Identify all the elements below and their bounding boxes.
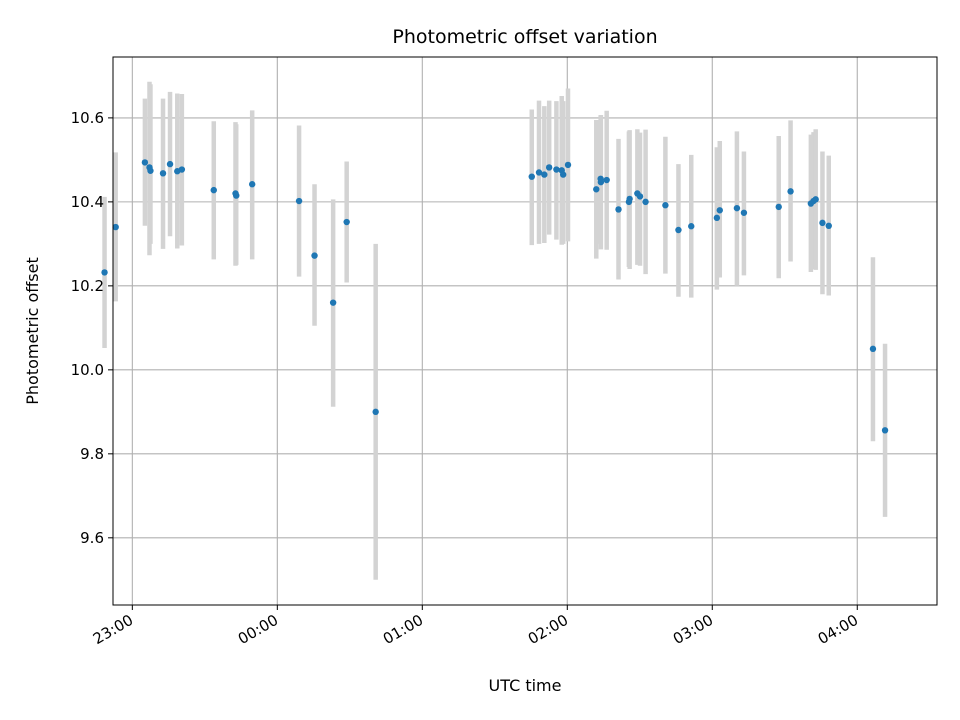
- grid: [113, 57, 937, 605]
- data-point: [545, 164, 553, 171]
- y-tick-label: 10.0: [71, 361, 104, 379]
- data-point: [372, 408, 379, 416]
- y-tick-label: 10.4: [71, 193, 104, 211]
- data-point: [615, 206, 622, 213]
- data-point: [564, 161, 572, 169]
- data-point: [642, 198, 649, 206]
- data-point: [166, 160, 174, 168]
- data-point: [159, 170, 167, 177]
- data-point: [869, 345, 877, 353]
- data-point: [101, 269, 108, 276]
- y-tick-label: 9.8: [80, 445, 104, 463]
- data-points: [101, 159, 889, 434]
- data-point: [675, 226, 682, 234]
- data-point: [178, 166, 186, 173]
- x-axis-label: UTC time: [489, 676, 562, 695]
- data-point: [295, 197, 303, 205]
- y-axis-ticks: 9.6 9.8 10.0 10.2 10.4 10.6: [71, 109, 113, 547]
- data-point: [541, 171, 548, 178]
- data-point: [329, 299, 337, 306]
- chart-title: Photometric offset variation: [392, 26, 657, 48]
- data-point: [775, 203, 782, 211]
- y-tick-label: 10.2: [71, 277, 104, 295]
- data-point: [625, 198, 633, 206]
- data-point: [662, 202, 669, 209]
- y-axis-label: Photometric offset: [23, 257, 42, 405]
- data-point: [112, 223, 119, 231]
- data-point: [733, 204, 741, 212]
- data-point: [248, 181, 256, 188]
- y-tick-label: 10.6: [71, 109, 104, 127]
- data-point: [812, 196, 819, 203]
- y-tick-label: 9.6: [80, 529, 104, 547]
- data-point: [343, 218, 350, 226]
- data-point: [311, 252, 318, 259]
- data-point: [881, 427, 889, 434]
- data-point: [819, 219, 826, 227]
- data-point: [141, 159, 149, 166]
- data-point: [825, 222, 832, 230]
- plot-frame: [112, 56, 938, 606]
- data-point: [593, 186, 600, 193]
- data-point: [636, 193, 644, 200]
- data-point: [597, 178, 605, 186]
- data-point: [535, 169, 543, 176]
- data-point: [147, 167, 154, 174]
- data-point: [603, 176, 610, 184]
- data-point: [528, 173, 535, 180]
- data-point: [210, 186, 217, 194]
- data-point: [688, 223, 695, 230]
- data-point: [553, 166, 560, 173]
- data-point: [716, 207, 723, 214]
- data-point: [787, 188, 794, 195]
- data-point: [740, 209, 748, 216]
- data-point: [713, 214, 721, 222]
- data-point: [559, 171, 567, 178]
- data-point: [233, 192, 240, 199]
